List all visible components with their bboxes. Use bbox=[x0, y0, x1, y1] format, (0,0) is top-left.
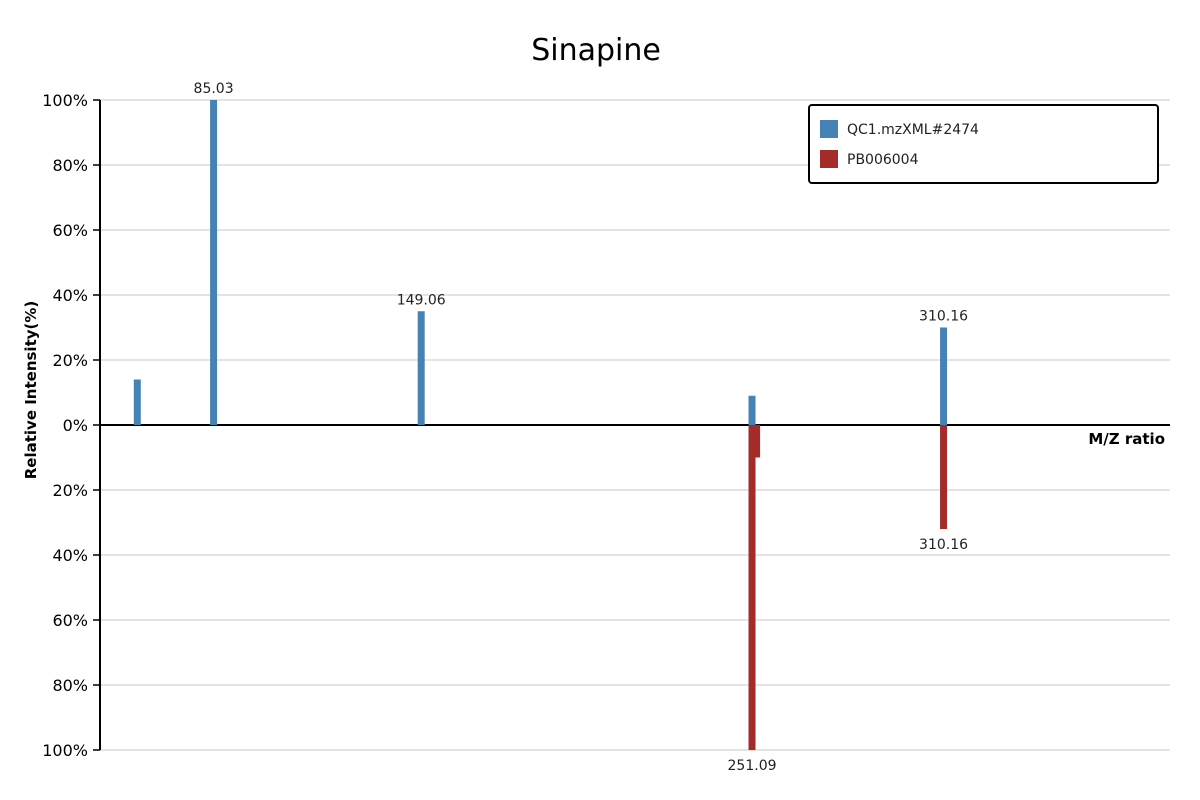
peak-bar bbox=[748, 395, 756, 425]
peak-bar bbox=[748, 425, 756, 750]
y-tick-label: 20% bbox=[52, 481, 88, 500]
y-tick-label: 40% bbox=[52, 546, 88, 565]
peak-label: 149.06 bbox=[397, 292, 446, 308]
legend-swatch-pb006004 bbox=[820, 150, 838, 168]
y-tick-label: 20% bbox=[52, 351, 88, 370]
peak-bar bbox=[133, 379, 141, 425]
x-axis-title: M/Z ratio bbox=[1088, 430, 1165, 448]
y-tick-label: 60% bbox=[52, 221, 88, 240]
grid-lines bbox=[100, 99, 1170, 751]
peak-bar bbox=[417, 311, 425, 425]
y-tick-label: 0% bbox=[63, 416, 88, 435]
legend: QC1.mzXML#2474 PB006004 bbox=[808, 104, 1159, 184]
peak-bar bbox=[940, 425, 948, 529]
y-tick-label: 80% bbox=[52, 156, 88, 175]
legend-frame bbox=[808, 104, 1159, 184]
chart-title: Sinapine bbox=[531, 33, 661, 68]
peak-label: 310.16 bbox=[919, 309, 968, 325]
y-tick-label: 80% bbox=[52, 676, 88, 695]
y-tick-label: 40% bbox=[52, 286, 88, 305]
spectrum-peaks bbox=[133, 100, 948, 750]
legend-label-qc1: QC1.mzXML#2474 bbox=[847, 122, 979, 138]
legend-swatch-qc1 bbox=[820, 120, 838, 138]
peak-labels: 85.03 149.06 310.16 251.09 310.16 bbox=[194, 81, 969, 774]
peak-bar bbox=[940, 327, 948, 425]
y-axis-ticks: 100% 80% 60% 40% 20% 0% 20% 40% 60% 80% 100% bbox=[42, 91, 100, 760]
peak-bar bbox=[210, 100, 218, 425]
peak-bar bbox=[753, 425, 761, 458]
y-tick-label: 100% bbox=[42, 91, 88, 110]
legend-label-pb006004: PB006004 bbox=[847, 152, 919, 168]
y-axis-title: Relative Intensity(%) bbox=[22, 301, 40, 480]
peak-label: 310.16 bbox=[919, 537, 968, 553]
y-tick-label: 100% bbox=[42, 741, 88, 760]
y-tick-label: 60% bbox=[52, 611, 88, 630]
peak-label: 251.09 bbox=[728, 758, 777, 774]
peak-label: 85.03 bbox=[194, 81, 234, 97]
